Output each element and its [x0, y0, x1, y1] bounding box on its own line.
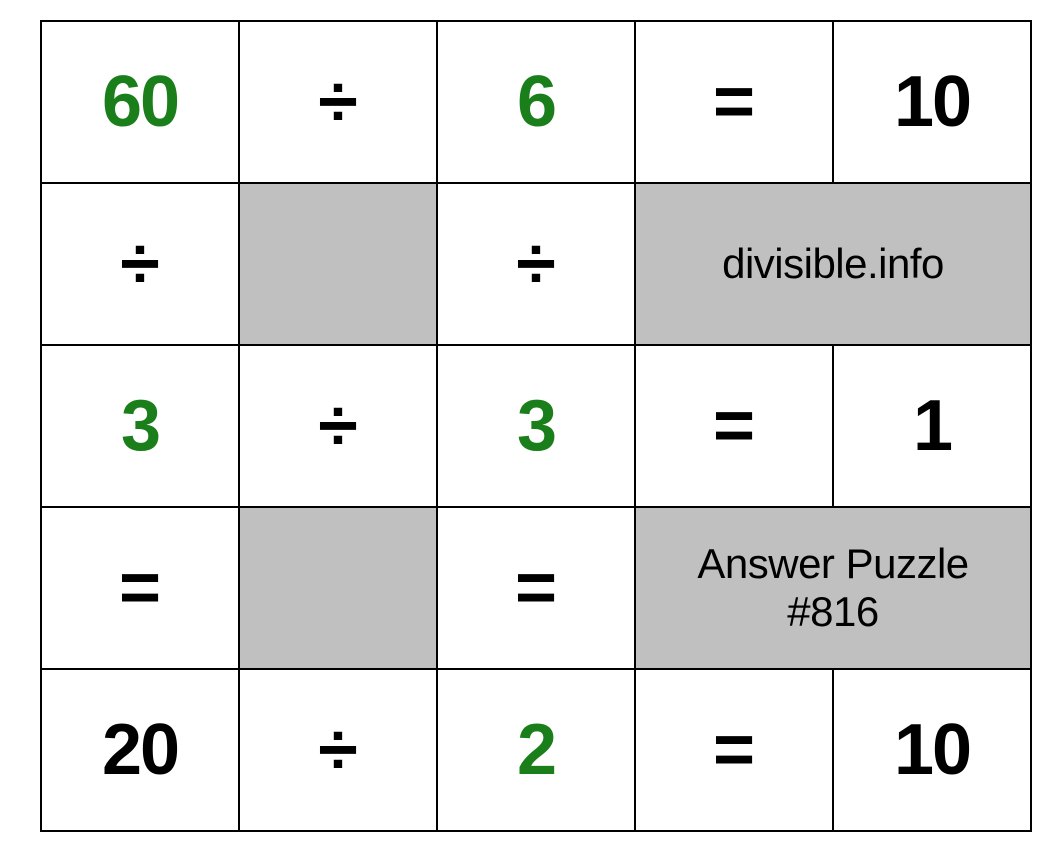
puzzle-container: 60 ÷ 6 = 10 ÷ ÷ divisible.info 3 ÷ 3 = 1…	[40, 20, 1032, 832]
answer-label: Answer Puzzle#816	[697, 540, 968, 635]
divide-icon: ÷	[318, 62, 358, 142]
num-value: 10	[894, 62, 970, 142]
num-value: 3	[517, 386, 555, 466]
division-puzzle-grid: 60 ÷ 6 = 10 ÷ ÷ divisible.info 3 ÷ 3 = 1…	[40, 20, 1032, 832]
cell-blank	[239, 507, 437, 669]
equals-icon: =	[713, 386, 755, 466]
cell-operator: ÷	[41, 183, 239, 345]
cell-operator: ÷	[239, 21, 437, 183]
cell-operator: =	[41, 507, 239, 669]
cell-number: 1	[833, 345, 1031, 507]
cell-number: 20	[41, 669, 239, 831]
cell-number: 60	[41, 21, 239, 183]
num-value: 6	[517, 62, 555, 142]
cell-number: 2	[437, 669, 635, 831]
divide-icon: ÷	[516, 224, 556, 304]
equals-icon: =	[515, 548, 557, 628]
cell-number: 10	[833, 669, 1031, 831]
equals-icon: =	[119, 548, 161, 628]
divide-icon: ÷	[318, 386, 358, 466]
table-row: 20 ÷ 2 = 10	[41, 669, 1031, 831]
cell-info-site: divisible.info	[635, 183, 1031, 345]
num-value: 20	[102, 710, 178, 790]
table-row: 3 ÷ 3 = 1	[41, 345, 1031, 507]
cell-number: 10	[833, 21, 1031, 183]
cell-operator: =	[635, 669, 833, 831]
equals-icon: =	[713, 62, 755, 142]
cell-number: 3	[437, 345, 635, 507]
cell-operator: ÷	[437, 183, 635, 345]
divide-icon: ÷	[120, 224, 160, 304]
num-value: 60	[102, 62, 178, 142]
equals-icon: =	[713, 710, 755, 790]
table-row: = = Answer Puzzle#816	[41, 507, 1031, 669]
cell-blank	[239, 183, 437, 345]
cell-operator: ÷	[239, 345, 437, 507]
divide-icon: ÷	[318, 710, 358, 790]
cell-number: 3	[41, 345, 239, 507]
num-value: 2	[517, 710, 555, 790]
num-value: 10	[894, 710, 970, 790]
cell-operator: =	[635, 21, 833, 183]
cell-operator: =	[437, 507, 635, 669]
cell-info-answer: Answer Puzzle#816	[635, 507, 1031, 669]
cell-operator: =	[635, 345, 833, 507]
cell-operator: ÷	[239, 669, 437, 831]
table-row: ÷ ÷ divisible.info	[41, 183, 1031, 345]
site-label: divisible.info	[722, 240, 944, 287]
table-row: 60 ÷ 6 = 10	[41, 21, 1031, 183]
num-value: 3	[121, 386, 159, 466]
cell-number: 6	[437, 21, 635, 183]
num-value: 1	[913, 386, 951, 466]
